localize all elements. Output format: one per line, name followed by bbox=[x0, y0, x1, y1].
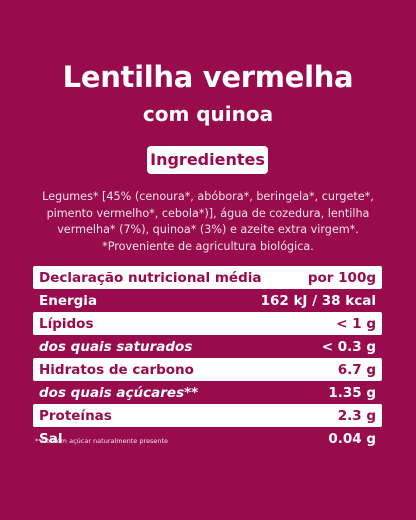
ingredients-line: Legumes* [45% (cenoura*, abóbora*, berin… bbox=[42, 190, 374, 203]
cell: 162 kJ / 38 kcal bbox=[260, 292, 376, 309]
cell: < 0.3 g bbox=[321, 338, 376, 355]
ingredients-line: vermelha* (7%), quinoa* (3%) e azeite ex… bbox=[57, 223, 359, 236]
cell: Declaração nutricional média bbox=[39, 269, 262, 286]
ingredients-text: Legumes* [45% (cenoura*, abóbora*, berin… bbox=[0, 189, 416, 255]
cell: 6.7 g bbox=[337, 361, 376, 378]
cell: Sal bbox=[39, 430, 63, 447]
cell: Proteínas bbox=[39, 407, 112, 424]
cell: por 100g bbox=[307, 269, 376, 286]
table-row: Sal 0.04 g bbox=[33, 427, 382, 450]
table-row: Proteínas 2.3 g bbox=[33, 404, 382, 427]
subtitle: com quinoa bbox=[142, 102, 274, 126]
table-row: Lípidos < 1 g bbox=[33, 312, 382, 335]
title: Lentilha vermelha bbox=[62, 60, 354, 94]
nutrition-table: Declaração nutricional média por 100g Ene… bbox=[33, 266, 382, 450]
table-row: Energia 162 kJ / 38 kcal bbox=[33, 289, 382, 312]
cell: 0.04 g bbox=[328, 430, 376, 447]
cell: 1.35 g bbox=[328, 384, 376, 401]
cell: Hidratos de carbono bbox=[39, 361, 194, 378]
footnote: **Contém açúcar naturalmente presente bbox=[35, 437, 169, 445]
cell: dos quais açúcares** bbox=[39, 384, 199, 401]
ingredients-heading: Ingredientes bbox=[147, 146, 268, 174]
cell: Energia bbox=[39, 292, 98, 309]
table-row: dos quais açúcares** 1.35 g bbox=[33, 381, 382, 404]
table-row: Declaração nutricional média por 100g bbox=[33, 266, 382, 289]
table-row: dos quais saturados < 0.3 g bbox=[33, 335, 382, 358]
cell: Lípidos bbox=[39, 315, 94, 332]
ingredients-line: *Proveniente de agricultura biológica. bbox=[102, 239, 314, 253]
cell: 2.3 g bbox=[337, 407, 376, 424]
ingredients-line: pimento vermelho*, cebola*)], água de co… bbox=[46, 206, 370, 220]
cell: dos quais saturados bbox=[39, 338, 193, 355]
cell: < 1 g bbox=[336, 315, 376, 332]
table-row: Hidratos de carbono 6.7 g bbox=[33, 358, 382, 381]
